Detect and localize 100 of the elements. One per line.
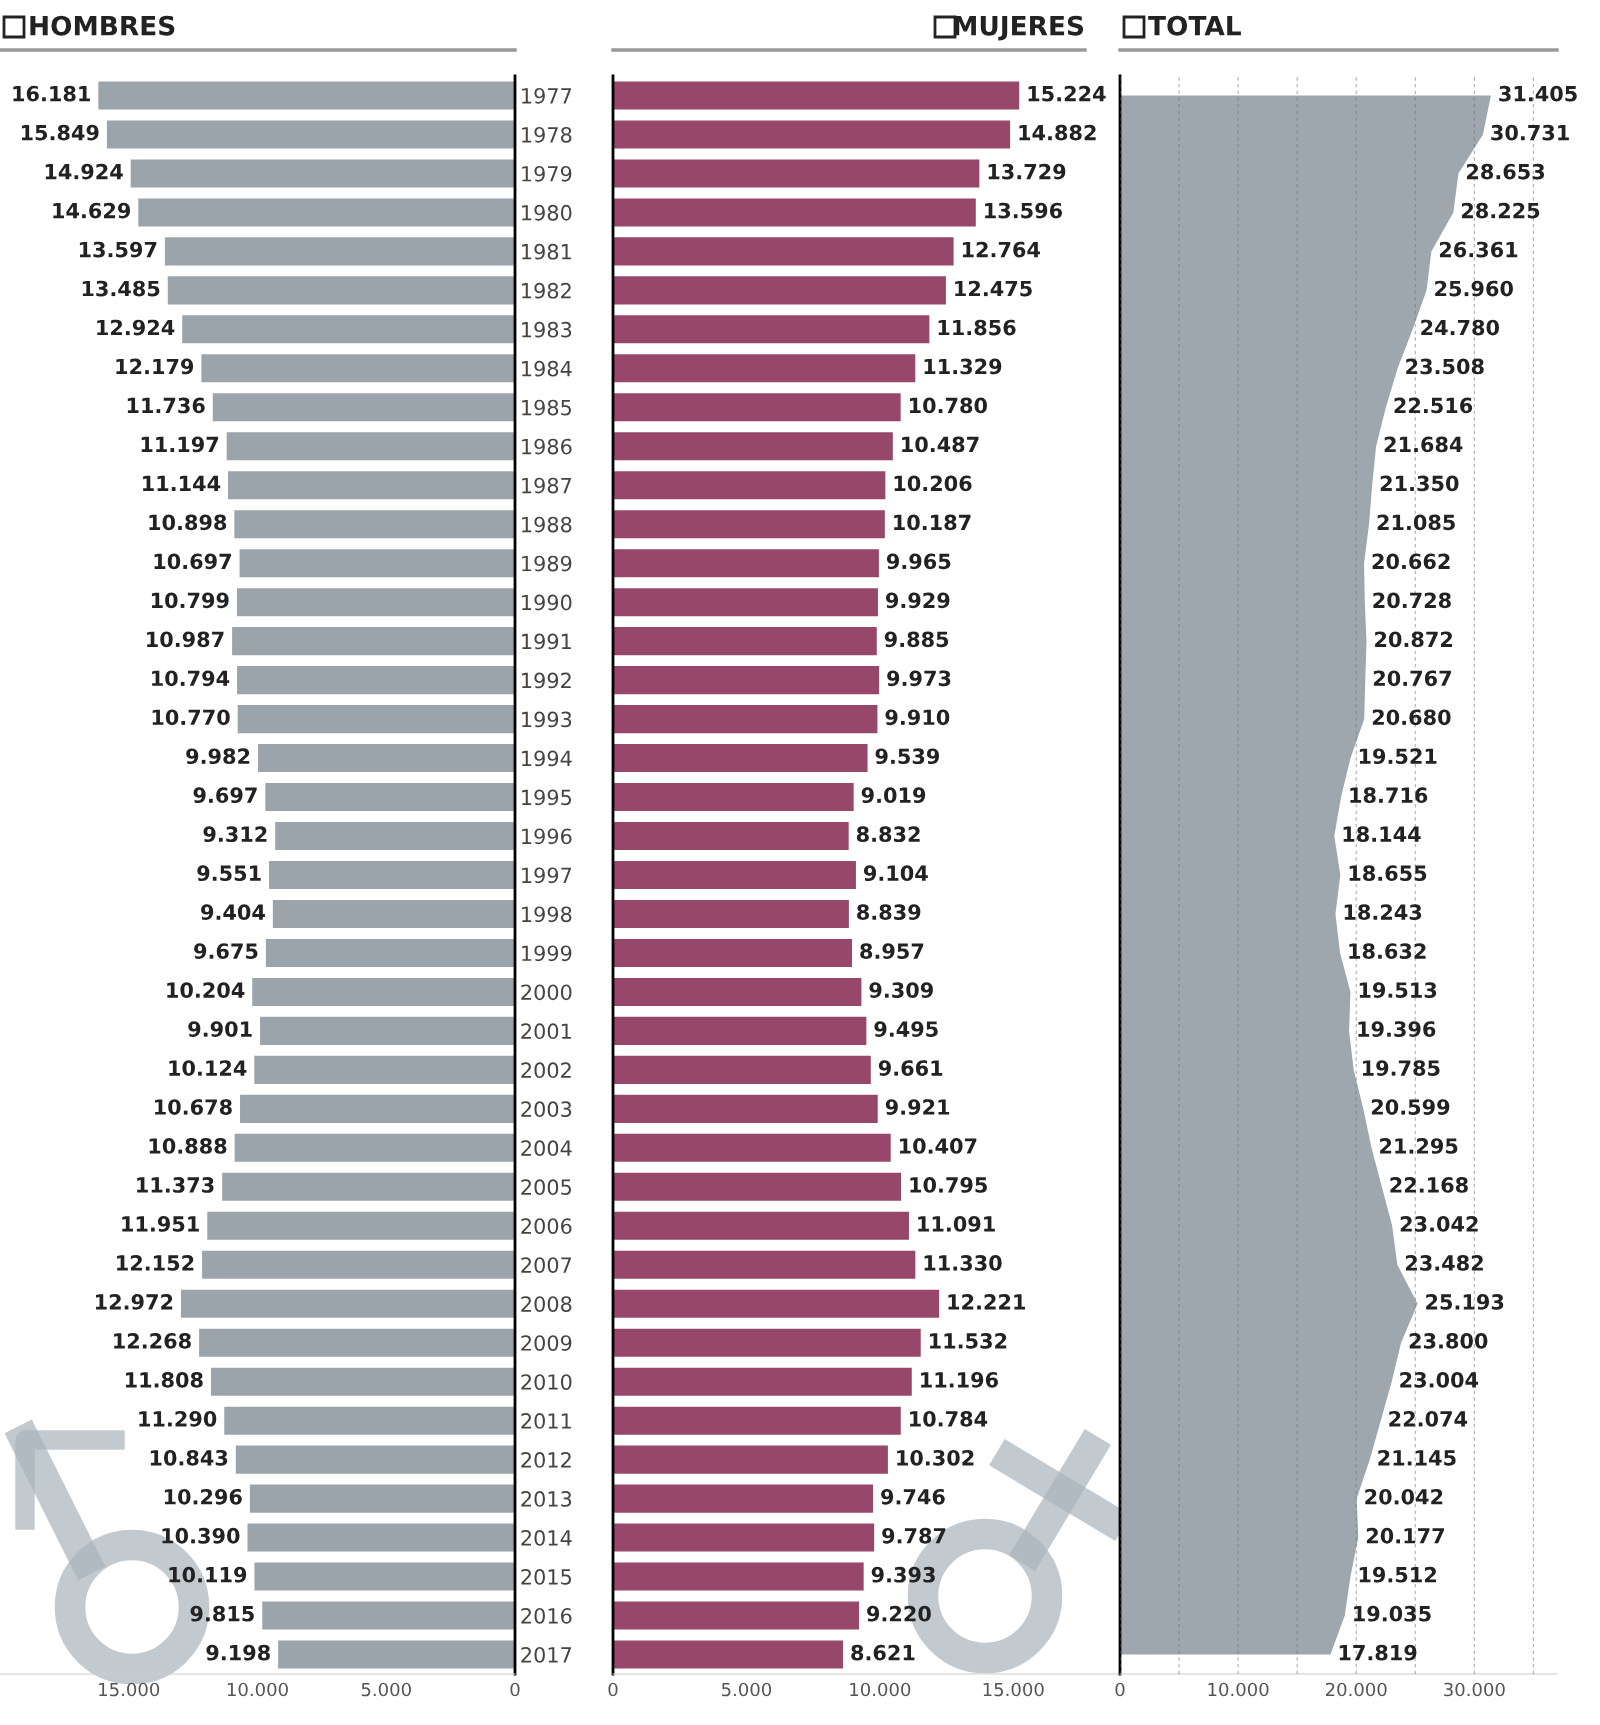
data-label: 11.196 [921, 1371, 998, 1388]
y-tick-label: 1994 [522, 750, 572, 767]
y-tick-label: 2009 [521, 1335, 572, 1351]
bar [613, 899, 849, 929]
chart-title: TOTAL [1148, 15, 1241, 36]
bar [613, 354, 916, 383]
x-tick-label: 0 [608, 1682, 618, 1697]
data-label: 10.843 [150, 1449, 228, 1466]
y-tick-label: 1986 [522, 438, 572, 455]
bar [237, 666, 515, 695]
y-tick-label: 1996 [522, 828, 572, 845]
data-label: 9.661 [878, 1060, 943, 1076]
data-label: 9.965 [886, 553, 951, 570]
y-tick-label: 1991 [522, 633, 571, 650]
data-label: 11.329 [924, 358, 1002, 375]
y-tick-label: 1995 [522, 789, 572, 806]
bar [613, 1055, 871, 1084]
data-label: 11.808 [125, 1371, 203, 1388]
data-label: 10.898 [149, 514, 227, 531]
bar [613, 1406, 901, 1435]
data-label: 19.035 [1354, 1605, 1431, 1622]
data-label: 9.220 [867, 1605, 931, 1622]
data-label: 11.330 [924, 1255, 1002, 1271]
data-label: 9.929 [885, 592, 950, 609]
y-tick-label: 2005 [521, 1179, 572, 1196]
y-tick-label: 1983 [522, 321, 572, 338]
data-label: 11.856 [938, 319, 1016, 336]
x-tick-label: 20.000 [1325, 1682, 1387, 1697]
bar [613, 120, 1011, 149]
data-label: 13.729 [988, 163, 1066, 180]
y-tick-label: 1981 [522, 243, 571, 260]
bar [272, 899, 515, 929]
data-label: 28.653 [1467, 163, 1545, 180]
bar [265, 938, 515, 967]
bar [180, 1289, 515, 1318]
data-label: 22.074 [1389, 1410, 1468, 1427]
data-label: 10.697 [154, 553, 231, 570]
x-tick-label: 10.000 [227, 1682, 288, 1697]
data-label: 21.085 [1377, 514, 1455, 531]
y-tick-label: 2014 [521, 1530, 572, 1546]
bar [254, 1055, 515, 1084]
data-label: 23.042 [1400, 1216, 1478, 1232]
data-label: 9.198 [206, 1644, 270, 1661]
bar [613, 821, 849, 851]
data-label: 10.784 [910, 1410, 988, 1427]
y-tick-label: 2000 [521, 984, 572, 1001]
data-label: 10.119 [169, 1566, 247, 1583]
data-label: 8.832 [856, 826, 920, 843]
data-label: 9.495 [874, 1021, 938, 1037]
bar [613, 159, 980, 188]
data-label: 9.404 [201, 904, 265, 921]
bar [234, 510, 515, 539]
bar [613, 237, 954, 266]
y-tick-label: 1987 [522, 477, 572, 494]
data-label: 12.221 [948, 1294, 1026, 1310]
y-tick-label: 1978 [522, 126, 572, 143]
y-tick-label: 2007 [521, 1257, 572, 1273]
bar [210, 1367, 515, 1396]
bar [613, 705, 878, 734]
data-label: 20.767 [1373, 670, 1451, 687]
y-tick-label: 1977 [522, 87, 572, 104]
data-label: 19.521 [1359, 748, 1437, 765]
data-label: 10.124 [169, 1060, 247, 1076]
data-label: 25.960 [1435, 280, 1513, 297]
data-label: 10.296 [164, 1488, 242, 1505]
bar [130, 159, 515, 188]
data-label: 13.597 [79, 241, 157, 258]
bar [247, 1523, 515, 1552]
data-label: 11.951 [122, 1216, 199, 1232]
data-label: 11.373 [137, 1177, 214, 1193]
bar [235, 1445, 515, 1474]
bar [260, 1016, 515, 1045]
y-tick-label: 1980 [522, 204, 572, 221]
data-label: 10.780 [909, 397, 987, 414]
data-label: 18.655 [1349, 865, 1427, 882]
bar [613, 1640, 844, 1669]
data-label: 10.487 [902, 436, 979, 453]
bar [249, 1484, 515, 1513]
x-tick-label: 15.000 [983, 1682, 1044, 1697]
y-tick-label: 1984 [522, 360, 572, 377]
bar [613, 393, 901, 422]
data-label: 9.885 [884, 631, 949, 648]
data-label: 11.197 [141, 436, 219, 453]
y-tick-label: 1997 [522, 867, 572, 884]
data-label: 12.152 [117, 1255, 194, 1271]
data-label: 9.312 [203, 826, 267, 843]
x-tick-label: 5.000 [721, 1682, 772, 1697]
y-tick-label: 2004 [521, 1140, 572, 1157]
data-label: 9.746 [881, 1488, 945, 1505]
bar [613, 1367, 912, 1396]
data-label: 8.839 [857, 904, 921, 921]
bar [254, 1562, 515, 1591]
data-label: 9.551 [197, 865, 261, 882]
data-label: 11.091 [918, 1216, 995, 1232]
data-label: 19.396 [1358, 1021, 1436, 1037]
bar [240, 1094, 515, 1123]
data-label: 9.787 [882, 1527, 946, 1544]
bar [252, 977, 515, 1006]
data-label: 21.350 [1380, 475, 1459, 492]
data-label: 10.987 [147, 631, 224, 648]
